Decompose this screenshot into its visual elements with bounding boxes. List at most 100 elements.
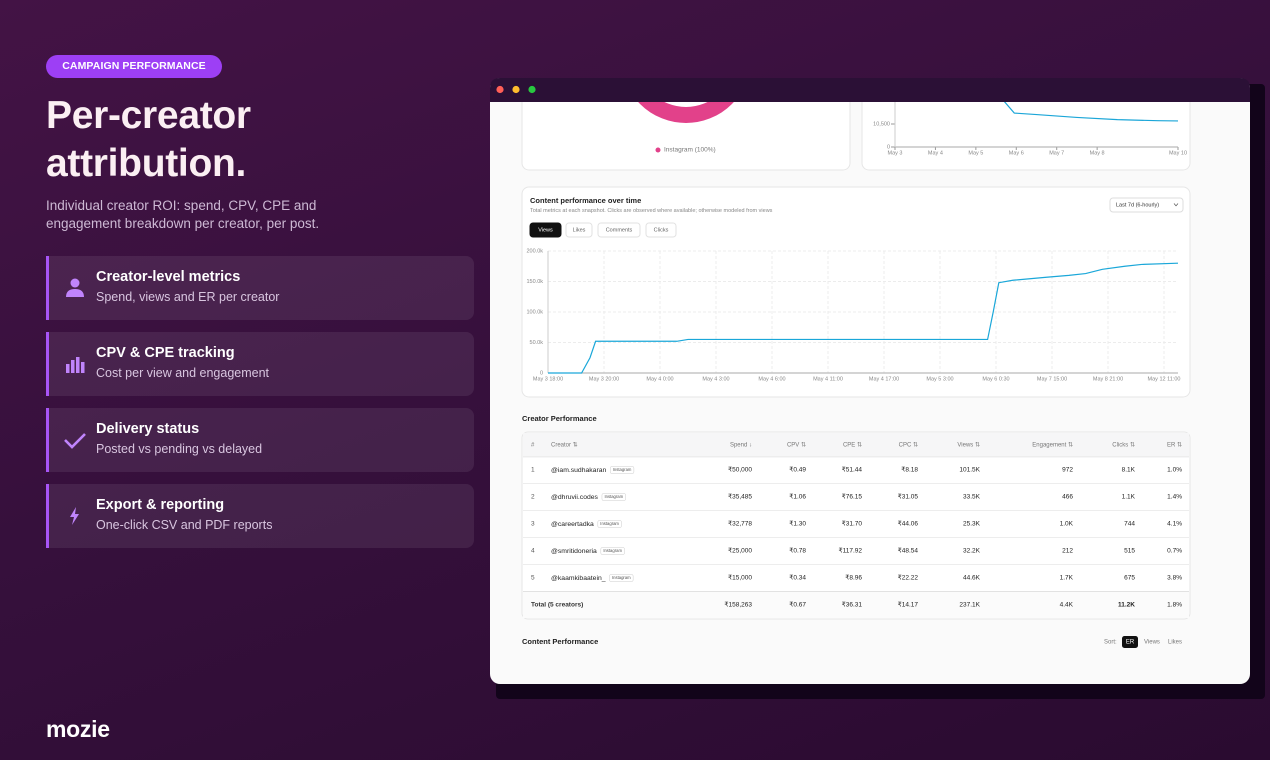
feature-card: CPV & CPE tracking Cost per view and eng… [46, 332, 474, 396]
feature-title: CPV & CPE tracking [96, 345, 235, 361]
y-tick-label: 0 [540, 370, 543, 376]
y-tick-label: 100.0k [526, 309, 543, 315]
sort-option[interactable]: ER [1126, 640, 1135, 646]
cell: ₹51.44 [842, 466, 863, 474]
x-tick-label: May 6 [1009, 150, 1024, 156]
dropdown[interactable] [1109, 197, 1184, 213]
creator-handle: @smritidoneria [551, 548, 597, 555]
x-tick-label: May 5 [968, 150, 983, 156]
sort-option[interactable]: Likes [1168, 640, 1182, 646]
cell: 744 [1124, 521, 1135, 528]
total-cell: 1.8% [1167, 602, 1182, 609]
icon-user [66, 278, 84, 297]
x-tick-label: May 12 11:00 [1148, 376, 1181, 382]
tab[interactable] [529, 222, 562, 238]
tab[interactable] [645, 222, 677, 238]
cell: 466 [1062, 494, 1073, 501]
rank: 3 [531, 521, 535, 528]
column-header: Creator ⇅ [551, 443, 578, 449]
headline-line: attribution. [46, 142, 247, 185]
cell: ₹15,000 [728, 574, 752, 582]
y-tick-label: 50.0k [530, 340, 544, 346]
creator-handle: @careertadka [551, 521, 594, 528]
column-header: Engagement ⇅ [1032, 443, 1073, 449]
platform-tag: Instagram [604, 494, 623, 499]
x-tick-label: May 4 3:00 [702, 376, 729, 382]
cell: ₹50,000 [728, 466, 752, 474]
x-tick-label: May 4 0:00 [646, 376, 673, 382]
table-panel [521, 431, 1191, 620]
cell: ₹117.92 [838, 547, 862, 555]
feature-desc: One-click CSV and PDF reports [96, 518, 273, 532]
legend-label: Instagram (100%) [664, 147, 716, 154]
column-header: Views ⇅ [957, 443, 980, 449]
column-header: CPC ⇅ [899, 443, 918, 449]
creator-handle: @iam.sudhakaran [551, 467, 606, 474]
x-tick-label: May 4 [928, 150, 943, 156]
tab-label: Clicks [654, 227, 669, 233]
x-tick-label: May 3 20:00 [589, 376, 619, 382]
x-tick-label: May 6 0:30 [982, 376, 1009, 382]
tab[interactable] [565, 222, 593, 238]
y-tick-label: 150.0k [526, 279, 543, 285]
cell: ₹25,000 [728, 547, 752, 555]
x-tick-label: May 7 15:00 [1037, 376, 1067, 382]
platform-tag: Instagram [600, 521, 619, 526]
cell: 44.6K [963, 575, 981, 582]
cell: ₹0.34 [789, 574, 806, 582]
total-cell: 11.2K [1118, 602, 1135, 609]
feature-desc: Posted vs pending vs delayed [96, 442, 263, 456]
cell: ₹0.78 [789, 547, 806, 555]
window-dot [496, 85, 504, 94]
feature-card: Export & reporting One-click CSV and PDF… [46, 484, 474, 548]
column-header: Clicks ⇅ [1112, 443, 1135, 449]
creator-handle: @kaamkibaatein_ [551, 575, 606, 582]
cell: 101.5K [959, 467, 980, 474]
tab-label: Views [538, 227, 553, 233]
sort-option[interactable]: Views [1144, 640, 1160, 646]
cell: ₹22.22 [898, 574, 919, 582]
cell: 515 [1124, 548, 1135, 555]
section-title: Content Performance [522, 637, 598, 646]
cell: ₹1.30 [789, 520, 806, 528]
card [521, 102, 851, 171]
x-tick-label: May 3 [888, 150, 903, 156]
x-tick-label: May 4 6:00 [758, 376, 785, 382]
table-header-bg [523, 433, 1189, 458]
column-header: Spend ↓ [730, 443, 752, 449]
total-cell: ₹158,263 [724, 601, 752, 609]
feature-desc: Cost per view and engagement [96, 366, 270, 380]
cell: ₹76.15 [842, 493, 863, 501]
cell: ₹32,778 [728, 520, 752, 528]
sort-pill[interactable] [1122, 636, 1138, 648]
rank: 5 [531, 575, 535, 582]
legend-dot [655, 147, 661, 153]
cell: 3.8% [1167, 575, 1182, 582]
column-header: CPE ⇅ [843, 443, 862, 449]
platform-tag: Instagram [613, 467, 632, 472]
tab[interactable] [597, 222, 641, 238]
donut-segment [638, 102, 734, 123]
tab-label: Likes [573, 227, 586, 233]
platform-tag-box [601, 493, 626, 501]
window-dot [528, 85, 536, 94]
platform-tag: Instagram [603, 548, 622, 553]
x-tick-label: May 4 11:00 [813, 376, 843, 382]
x-tick-label: May 8 21:00 [1093, 376, 1123, 382]
x-tick-label: May 7 [1049, 150, 1064, 156]
subtitle: Individual creator ROI: spend, CPV, CPE … [46, 198, 320, 231]
cell: 0.7% [1167, 548, 1182, 555]
cell: ₹0.49 [789, 466, 806, 474]
cell: ₹8.96 [845, 574, 862, 582]
section-title: Creator Performance [522, 414, 597, 423]
cell: 1.1K [1122, 494, 1136, 501]
cell: 1.0% [1167, 467, 1182, 474]
cell: 212 [1062, 548, 1073, 555]
icon-bolt [70, 507, 79, 525]
feature-title: Creator-level metrics [96, 269, 241, 285]
cell: ₹48.54 [898, 547, 919, 555]
platform-tag-box [597, 520, 622, 528]
y-tick-label: 0 [887, 144, 890, 150]
cell: 32.2K [963, 548, 981, 555]
